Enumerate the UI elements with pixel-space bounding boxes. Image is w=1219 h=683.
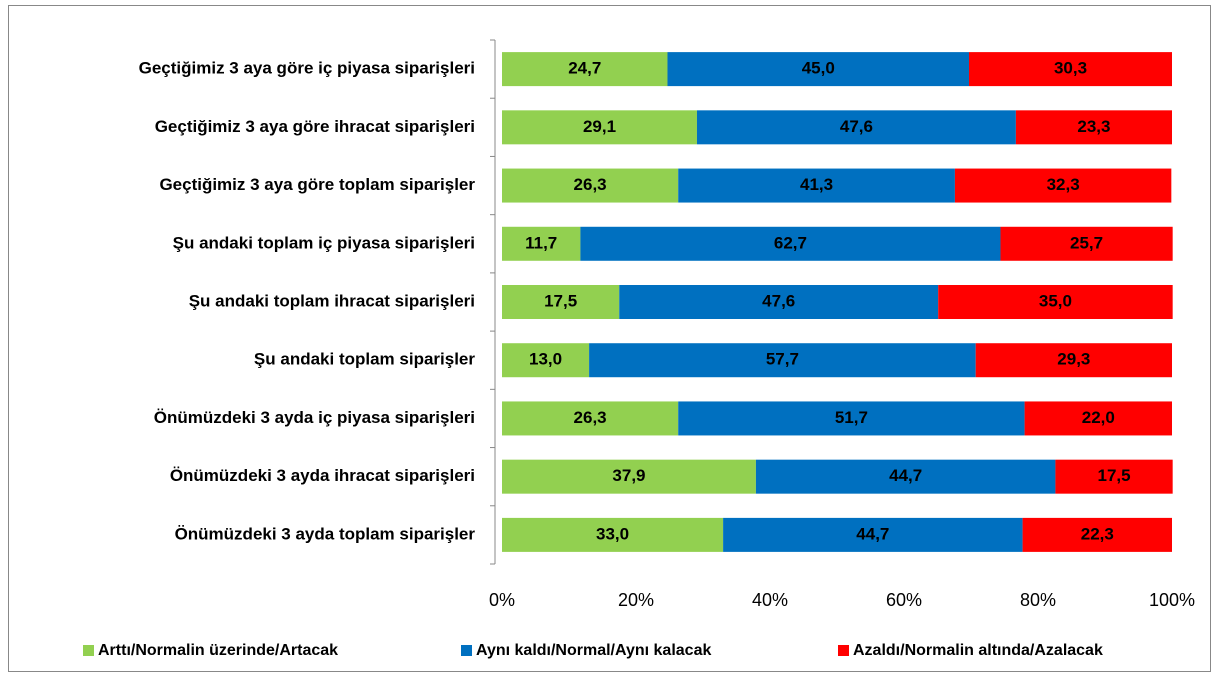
- x-tick-label: 0%: [489, 590, 515, 610]
- data-label: 11,7: [525, 233, 557, 252]
- legend-label: Azaldı/Normalin altında/Azalacak: [853, 642, 1103, 659]
- bar-segment: [502, 110, 697, 145]
- legend-label: Aynı kaldı/Normal/Aynı kalacak: [476, 642, 711, 659]
- category-label: Şu andaki toplam iç piyasa siparişleri: [173, 233, 475, 252]
- data-label: 44,7: [889, 466, 922, 485]
- bar-segment: [678, 168, 955, 203]
- data-label: 13,0: [529, 350, 562, 369]
- bar-segment: [589, 343, 976, 378]
- x-tick-label: 40%: [752, 590, 788, 610]
- category-label: Şu andaki toplam ihracat siparişleri: [189, 291, 475, 310]
- bar-segment: [502, 459, 756, 494]
- x-tick-label: 100%: [1149, 590, 1195, 610]
- bar-segment: [1000, 226, 1173, 261]
- bar-segment: [502, 226, 581, 261]
- category-label: Önümüzdeki 3 ayda ihracat siparişleri: [170, 466, 475, 485]
- data-label: 32,3: [1047, 175, 1080, 194]
- data-label: 17,5: [1097, 466, 1130, 485]
- x-tick-label: 60%: [886, 590, 922, 610]
- bar-segment: [1024, 401, 1172, 436]
- bar-segment: [502, 285, 620, 319]
- data-label: 47,6: [840, 117, 873, 136]
- data-label: 33,0: [596, 524, 629, 543]
- data-label: 29,3: [1057, 350, 1090, 369]
- legend-label: Arttı/Normalin üzerinde/Artacak: [98, 642, 338, 659]
- legend-swatch: [461, 645, 472, 656]
- data-label: 41,3: [800, 175, 833, 194]
- bar-segment: [975, 343, 1172, 378]
- bar-segment: [1022, 517, 1172, 552]
- bar-segment: [502, 401, 679, 436]
- data-label: 25,7: [1070, 233, 1103, 252]
- bar-segment: [723, 517, 1023, 552]
- category-label: Geçtiğimiz 3 aya göre toplam siparişler: [159, 175, 475, 194]
- data-label: 30,3: [1054, 59, 1087, 78]
- data-label: 22,0: [1082, 408, 1115, 427]
- data-label: 57,7: [766, 350, 799, 369]
- bar-segment: [678, 401, 1025, 436]
- legend-swatch: [838, 645, 849, 656]
- data-label: 45,0: [802, 59, 835, 78]
- bar-segment: [502, 517, 724, 552]
- bar-segment: [502, 343, 590, 378]
- bar-segment: [954, 168, 1172, 203]
- data-label: 17,5: [544, 291, 577, 310]
- category-label: Önümüzdeki 3 ayda iç piyasa siparişleri: [154, 408, 475, 427]
- data-label: 51,7: [835, 408, 868, 427]
- bar-segment: [667, 52, 969, 87]
- legend-swatch: [83, 645, 94, 656]
- data-label: 37,9: [612, 466, 645, 485]
- category-label: Geçtiğimiz 3 aya göre ihracat siparişler…: [155, 117, 475, 136]
- x-tick-label: 80%: [1020, 590, 1056, 610]
- bar-segment: [1015, 110, 1172, 145]
- data-label: 26,3: [574, 408, 607, 427]
- data-label: 47,6: [762, 291, 795, 310]
- category-label: Geçtiğimiz 3 aya göre iç piyasa siparişl…: [139, 59, 475, 78]
- bar-segment: [968, 52, 1172, 87]
- bar-segment: [938, 285, 1173, 319]
- bar-segment: [502, 52, 668, 87]
- x-tick-label: 20%: [618, 590, 654, 610]
- bar-segment: [1055, 459, 1173, 494]
- data-label: 23,3: [1077, 117, 1110, 136]
- data-label: 35,0: [1039, 291, 1072, 310]
- bar-segment: [580, 226, 1001, 261]
- bar-segment: [755, 459, 1056, 494]
- data-label: 62,7: [774, 233, 807, 252]
- data-label: 29,1: [583, 117, 616, 136]
- category-label: Şu andaki toplam siparişler: [254, 350, 475, 369]
- chart-border: [8, 5, 1211, 672]
- data-label: 22,3: [1081, 524, 1114, 543]
- bar-segment: [619, 285, 939, 319]
- bar-segment: [502, 168, 679, 203]
- data-label: 24,7: [568, 59, 601, 78]
- bar-segment: [696, 110, 1016, 145]
- category-label: Önümüzdeki 3 ayda toplam siparişler: [175, 524, 476, 543]
- data-label: 44,7: [856, 524, 889, 543]
- data-label: 26,3: [574, 175, 607, 194]
